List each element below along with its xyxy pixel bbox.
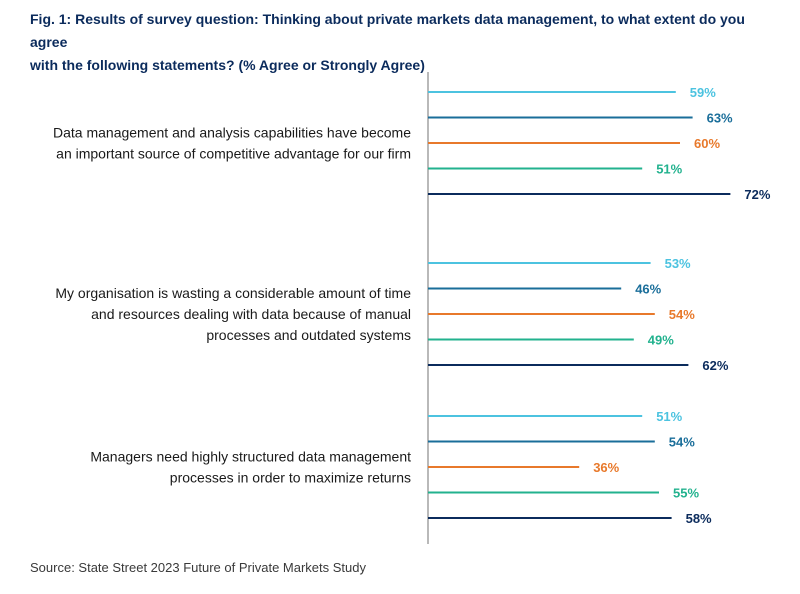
data-label: 53% [665,256,691,271]
data-label: 54% [669,435,695,450]
data-label: 72% [744,187,770,202]
category-label-line: an important source of competitive advan… [56,146,411,162]
data-label: 62% [702,358,728,373]
data-label: 63% [707,111,733,126]
source-note: Source: State Street 2023 Future of Priv… [30,560,367,575]
category-label-line: and resources dealing with data because … [91,306,411,322]
chart-title-line-2: with the following statements? (% Agree … [30,57,425,73]
chart-title-line-1: Fig. 1: Results of survey question: Thin… [30,11,745,50]
category-label-line: My organisation is wasting a considerabl… [55,285,411,301]
data-label: 49% [648,333,674,348]
data-label: 58% [686,511,712,526]
category-label-line: Data management and analysis capabilitie… [53,125,411,141]
category-label-line: processes in order to maximize returns [170,470,411,486]
category-label-line: processes and outdated systems [206,327,411,343]
data-label: 51% [656,162,682,177]
data-label: 51% [656,409,682,424]
category-label-line: Managers need highly structured data man… [90,449,411,465]
data-label: 55% [673,486,699,501]
data-label: 54% [669,307,695,322]
data-label: 36% [593,460,619,475]
chart-title: Fig. 1: Results of survey question: Thin… [30,8,780,77]
data-label: 60% [694,136,720,151]
data-label: 59% [690,85,716,100]
data-label: 46% [635,282,661,297]
